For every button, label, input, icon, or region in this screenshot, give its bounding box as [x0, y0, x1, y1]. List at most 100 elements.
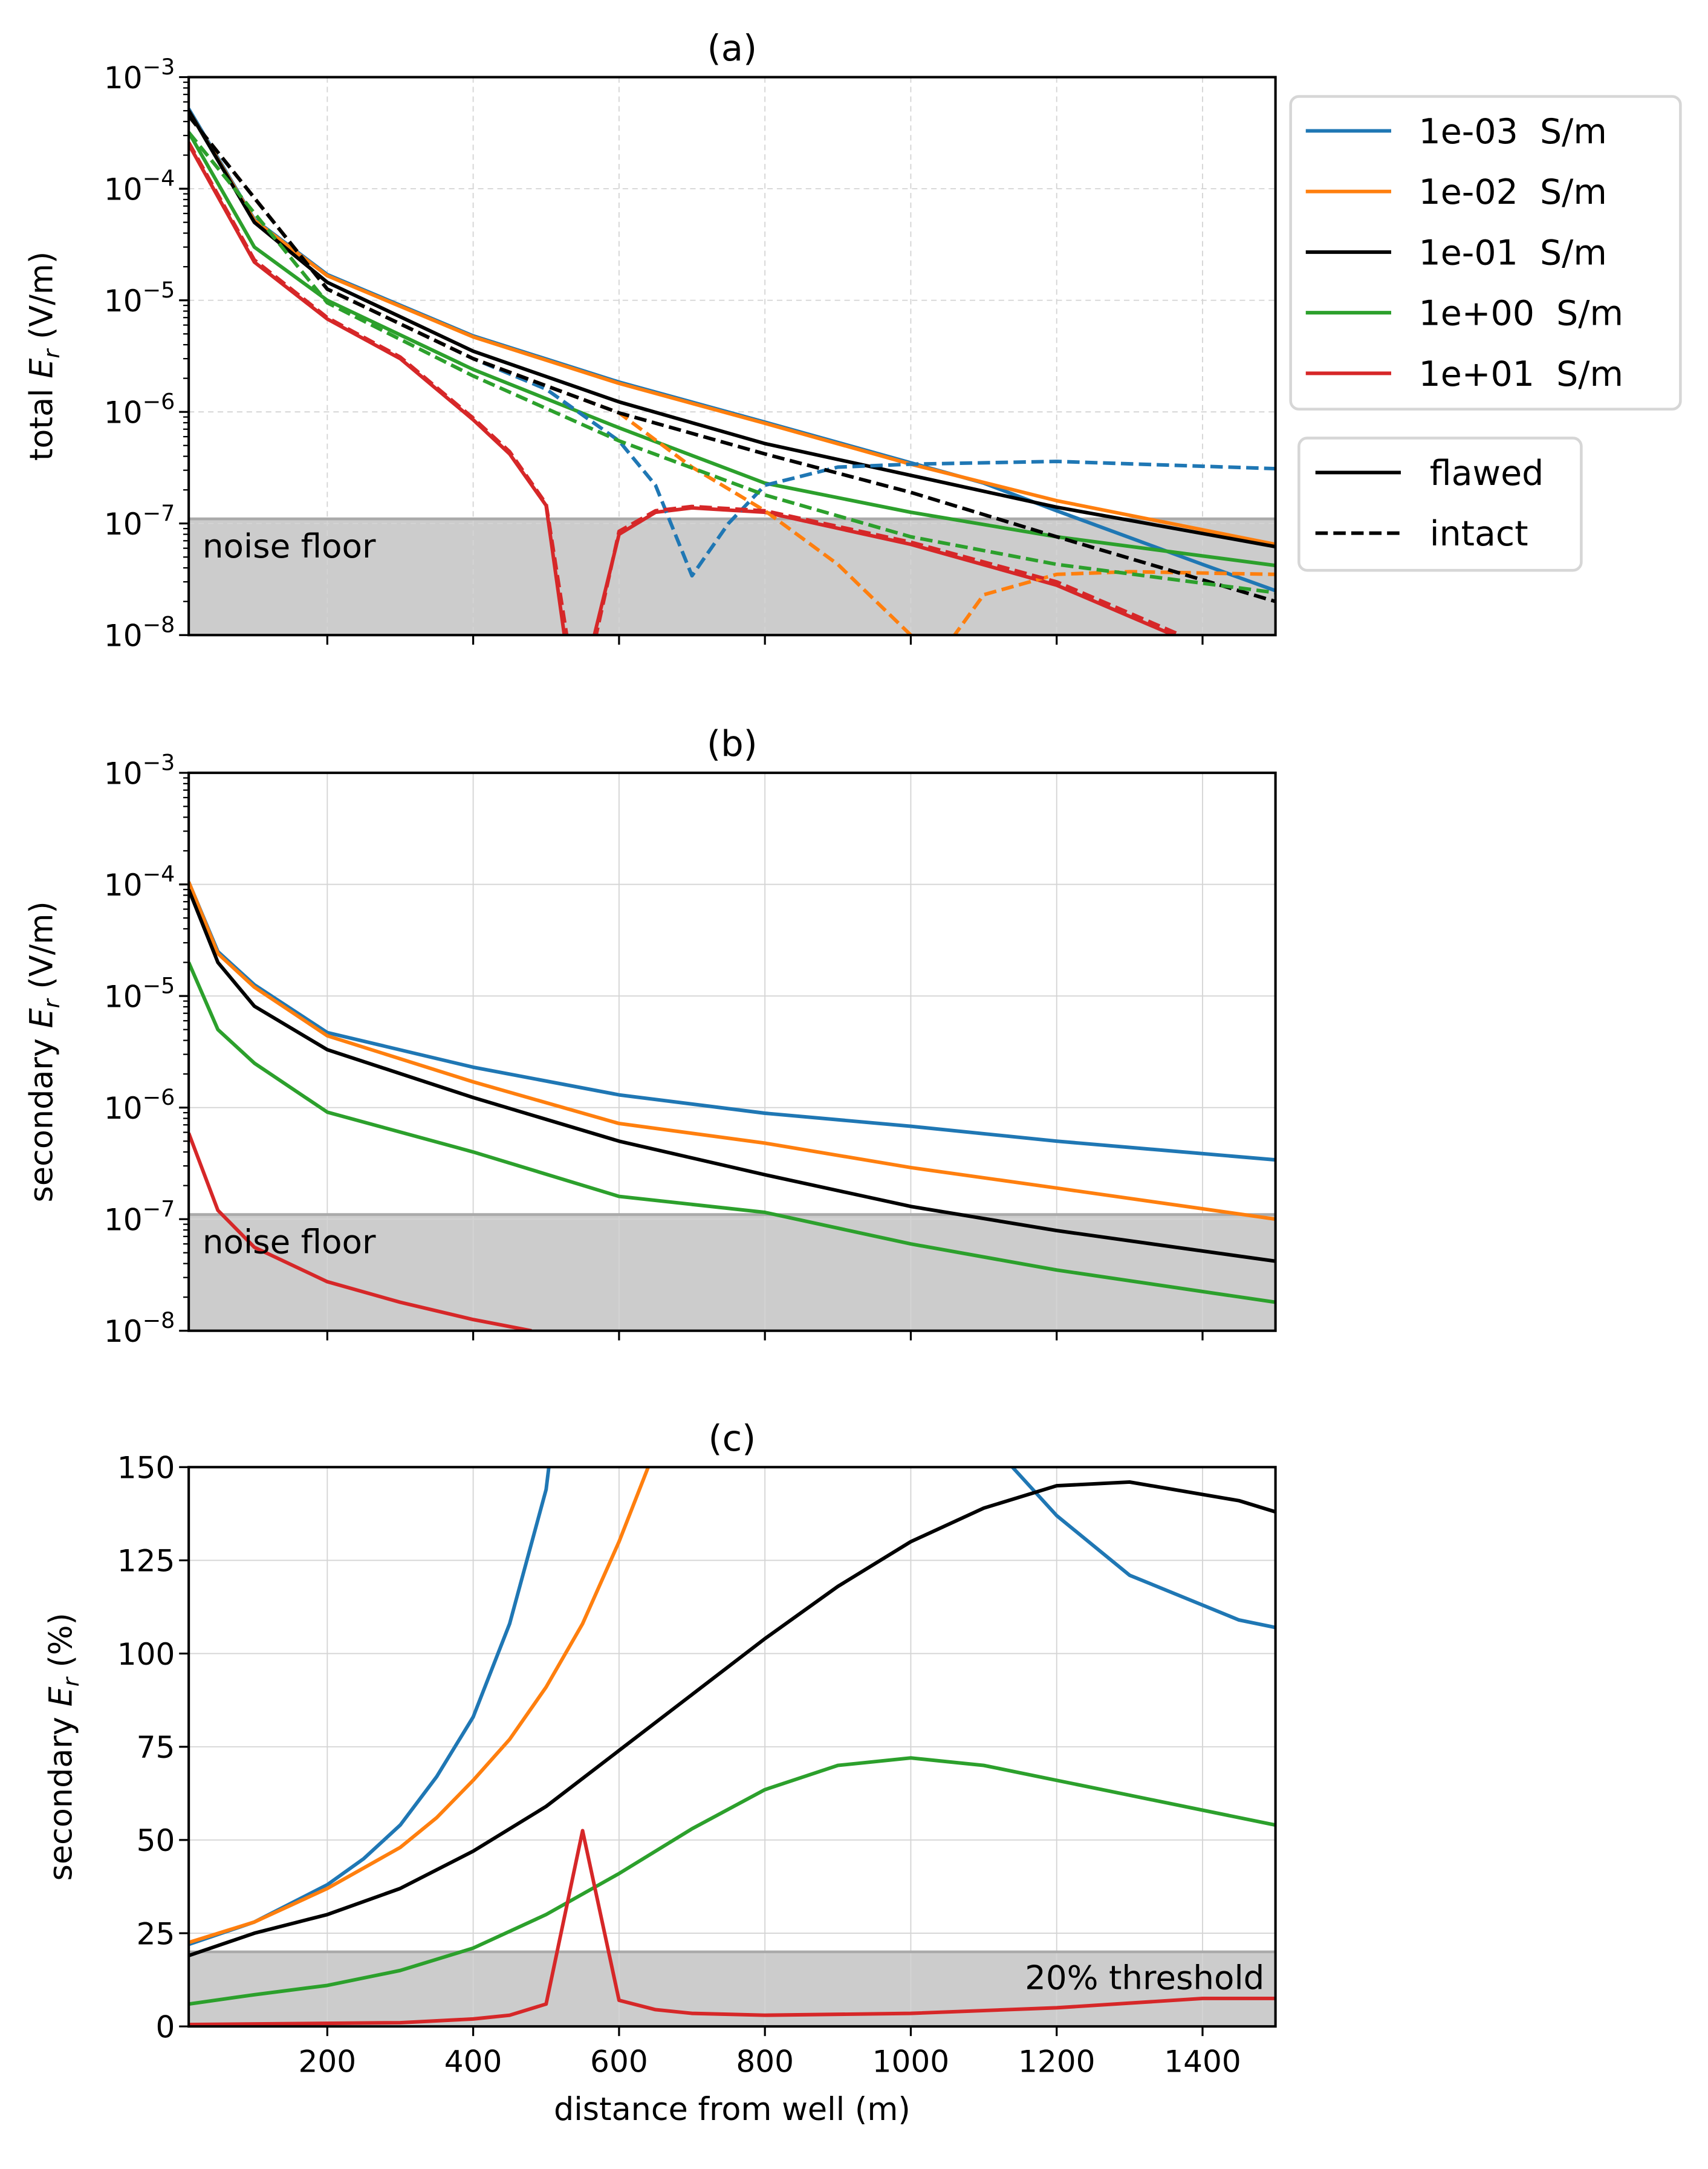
y-tick-label: 10−7 — [104, 1196, 175, 1238]
label-text: (V/m) — [24, 901, 60, 999]
tick-exponent: −7 — [143, 1196, 175, 1222]
tick-exponent: −4 — [143, 166, 175, 192]
y-axis-label: secondary Er (V/m) — [24, 901, 65, 1202]
series-line-1e-02 — [189, 1467, 651, 1945]
label-symbol: E — [24, 1008, 60, 1028]
y-tick-label: 50 — [137, 1823, 175, 1858]
tick-base: 10 — [104, 755, 143, 791]
shaded-region — [189, 519, 1276, 636]
series-line-1e+00-intact — [189, 131, 1276, 595]
y-tick-label: 150 — [117, 1449, 175, 1485]
tick-exponent: −6 — [143, 1084, 175, 1110]
y-tick-label: 10−8 — [104, 1307, 175, 1349]
tick-base: 10 — [104, 1313, 143, 1349]
tick-base: 10 — [104, 978, 143, 1014]
legends: 1e-03 S/m 1e-02 S/m 1e-01 S/m 1e+00 S/m 1e+0… — [1289, 95, 1682, 572]
y-tick-label: 10−8 — [104, 612, 175, 654]
y-tick-label: 10−6 — [104, 1084, 175, 1126]
label-symbol: E — [42, 1686, 79, 1706]
tick-base: 10 — [104, 60, 143, 96]
tick-base: 10 — [104, 171, 143, 207]
series-line-1e+00 — [189, 961, 1276, 1304]
tick-base: 10 — [104, 867, 143, 903]
series-line-1e+01 — [189, 1829, 1276, 2027]
y-tick-label: 10−7 — [104, 500, 175, 542]
series-group — [189, 1467, 1276, 2027]
x-tick-label: 1200 — [1018, 2043, 1096, 2079]
series-line-1e-01-flawed — [189, 109, 1276, 548]
noise-floor-label: noise floor — [203, 1222, 376, 1261]
panel-title: (c) — [708, 1417, 756, 1459]
label-text: (%) — [42, 1613, 79, 1677]
tick-base: 10 — [104, 1202, 143, 1237]
legend-label: 1e-03 S/m — [1419, 112, 1607, 152]
x-tick-label: 200 — [299, 2043, 357, 2079]
tick-base: 10 — [104, 617, 143, 653]
series-line-1e+00 — [189, 1756, 1276, 2006]
tick-exponent: −4 — [143, 861, 175, 887]
noise-floor-label: noise floor — [203, 527, 376, 565]
axes-frame — [187, 772, 1277, 1332]
series-line-1e-01 — [189, 1480, 1276, 1957]
y-tick-label: 10−3 — [104, 750, 175, 792]
tick-base: 10 — [104, 1090, 143, 1126]
y-tick-label: 25 — [137, 1916, 175, 1951]
series-line-1e-02-intact — [189, 114, 1276, 636]
series-line-1e+00-flawed — [189, 131, 1276, 568]
y-tick-label: 75 — [137, 1729, 175, 1765]
legend-conductivity: 1e-03 S/m 1e-02 S/m 1e-01 S/m 1e+00 S/m 1e+0… — [1289, 95, 1682, 411]
y-tick-label: 10−3 — [104, 54, 175, 96]
series-line-1e-02-flawed — [189, 109, 1276, 547]
x-tick-label: 1400 — [1164, 2043, 1241, 2079]
legend-model: flawed intact — [1297, 437, 1583, 572]
threshold-label: 20% threshold — [1025, 1959, 1264, 1997]
y-tick-label: 125 — [117, 1543, 175, 1579]
tick-exponent: −3 — [143, 54, 175, 80]
series-group — [189, 108, 1276, 636]
y-tick-label: 100 — [117, 1636, 175, 1672]
x-tick-label: 800 — [736, 2043, 794, 2079]
label-text: secondary — [24, 1028, 60, 1202]
series-group — [189, 881, 1276, 1331]
legend-label: 1e-02 S/m — [1419, 172, 1607, 212]
tick-exponent: −8 — [143, 612, 175, 638]
x-tick-label: 600 — [590, 2043, 648, 2079]
legend-label: intact — [1430, 514, 1528, 554]
series-line-1e-02 — [189, 881, 1276, 1221]
legend-label: 1e-01 S/m — [1419, 233, 1607, 273]
tick-exponent: −5 — [143, 277, 175, 303]
series-line-1e-01-intact — [189, 114, 1276, 603]
y-tick-label: 10−4 — [104, 166, 175, 207]
y-axis-label: secondary Er (%) — [42, 1613, 83, 1881]
legend-label: 1e+01 S/m — [1419, 354, 1623, 394]
x-tick-label: 1000 — [872, 2043, 950, 2079]
y-tick-label: 10−5 — [104, 973, 175, 1015]
series-line-1e+01 — [189, 1132, 532, 1331]
label-text: secondary — [42, 1706, 79, 1881]
tick-exponent: −3 — [143, 750, 175, 776]
series-line-1e+01-intact — [189, 141, 1181, 636]
legend-label: 1e+00 S/m — [1419, 294, 1623, 334]
axes-frame — [187, 76, 1277, 637]
shaded-region — [189, 1214, 1276, 1331]
x-tick-label: 400 — [444, 2043, 502, 2079]
y-axis-label: total Er (V/m) — [24, 252, 65, 461]
tick-exponent: −6 — [143, 389, 175, 415]
label-subscript: r — [58, 1676, 84, 1686]
label-text: total — [24, 379, 60, 461]
y-tick-label: 10−6 — [104, 389, 175, 431]
legend-label: flawed — [1430, 454, 1544, 493]
tick-base: 10 — [104, 506, 143, 542]
tick-exponent: −8 — [143, 1307, 175, 1333]
panel-title: (a) — [707, 27, 758, 69]
tick-exponent: −7 — [143, 500, 175, 526]
tick-base: 10 — [104, 394, 143, 430]
series-line-1e-01 — [189, 888, 1276, 1263]
y-tick-label: 10−4 — [104, 861, 175, 903]
panel-c: 20% threshold 200 400 600 800 1000 1200 1400 0 25… — [42, 1417, 1277, 2128]
tick-exponent: −5 — [143, 973, 175, 999]
